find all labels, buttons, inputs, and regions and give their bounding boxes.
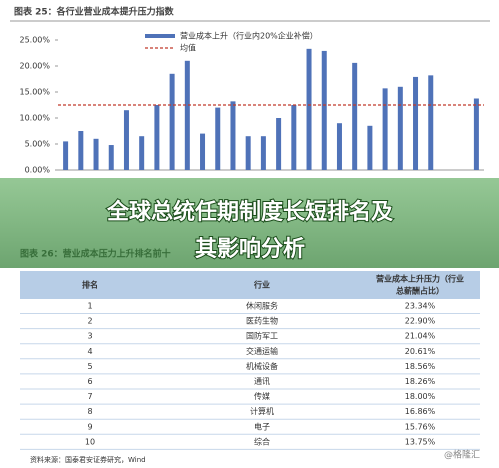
bar bbox=[291, 105, 297, 170]
bar bbox=[123, 110, 129, 170]
legend-label: 营业成本上升（行业内20%企业补偿） bbox=[180, 31, 318, 41]
table-header bbox=[20, 271, 480, 299]
table-cell: 计算机 bbox=[250, 406, 274, 416]
header-cell: 营业成本上升压力（行业 bbox=[376, 274, 464, 284]
table-cell: 5 bbox=[87, 362, 92, 371]
table-cell: 9 bbox=[87, 422, 92, 431]
banner-title: 全球总统任期制度长短排名及 bbox=[106, 199, 394, 225]
bar bbox=[260, 136, 266, 170]
bar bbox=[93, 138, 99, 170]
bar bbox=[413, 76, 419, 170]
banner-title: 其影响分析 bbox=[195, 236, 305, 262]
table-cell: 2 bbox=[87, 317, 92, 326]
table-cell: 国防军工 bbox=[246, 331, 278, 341]
table-cell: 21.04% bbox=[405, 332, 436, 341]
table-cell: 18.56% bbox=[405, 362, 436, 371]
table-cell: 通讯 bbox=[254, 376, 270, 386]
bar bbox=[306, 48, 312, 171]
table-cell: 18.00% bbox=[405, 392, 436, 401]
header-cell: 排名 bbox=[82, 280, 98, 290]
table-cell: 1 bbox=[87, 302, 92, 311]
table-cell: 18.26% bbox=[405, 377, 436, 386]
table-cell: 传媒 bbox=[254, 391, 270, 401]
chart: 0.00% 5.00% 10.00% 15.00% 20.00% 25.00% 营业成本上升… bbox=[19, 31, 484, 175]
bar bbox=[184, 60, 190, 170]
bar bbox=[352, 62, 358, 170]
bar bbox=[473, 98, 479, 170]
source: 资料来源：国泰君安证券研究，Wind bbox=[30, 455, 146, 464]
table-cell: 15.76% bbox=[405, 422, 436, 431]
header-cell: 总薪酬占比） bbox=[396, 286, 444, 296]
y-tick-label: 5.00% bbox=[25, 140, 51, 149]
y-tick-label: 10.00% bbox=[19, 114, 50, 123]
bar bbox=[78, 131, 84, 170]
table-cell: 机械设备 bbox=[246, 361, 278, 371]
table-cell: 13.75% bbox=[405, 437, 436, 446]
y-tick-label: 25.00% bbox=[19, 36, 50, 45]
bar bbox=[245, 136, 251, 170]
table-cell: 20.61% bbox=[405, 347, 436, 356]
chart-title: 图表 25：各行业营业成本提升压力指数 bbox=[14, 6, 175, 18]
bar bbox=[63, 141, 69, 170]
banner bbox=[0, 178, 499, 268]
bar bbox=[321, 50, 327, 170]
header-cell: 行业 bbox=[253, 280, 270, 290]
bar bbox=[276, 118, 282, 170]
bar bbox=[154, 105, 160, 170]
table-cell: 医药生物 bbox=[246, 316, 278, 326]
table-cell: 22.90% bbox=[405, 317, 436, 326]
bar bbox=[169, 73, 175, 170]
table-cell: 电子 bbox=[254, 421, 270, 431]
y-tick-label: 20.00% bbox=[19, 62, 50, 71]
table-cell: 10 bbox=[85, 437, 95, 446]
bar bbox=[367, 125, 373, 170]
legend-label: 均值 bbox=[180, 43, 196, 53]
legend-swatch bbox=[145, 34, 175, 38]
bar bbox=[108, 145, 114, 170]
table-cell: 7 bbox=[87, 392, 92, 401]
table-cell: 3 bbox=[87, 332, 92, 341]
bar bbox=[382, 88, 388, 170]
table-cell: 8 bbox=[87, 407, 92, 416]
watermark: @格隆汇 bbox=[444, 449, 480, 461]
y-tick-label: 15.00% bbox=[19, 88, 50, 97]
bar bbox=[139, 136, 145, 170]
table-cell: 休闲服务 bbox=[246, 301, 278, 311]
bar bbox=[397, 86, 403, 170]
bar bbox=[230, 101, 236, 170]
table-cell: 16.86% bbox=[405, 407, 436, 416]
table-cell: 23.34% bbox=[405, 302, 436, 311]
y-tick-label: 0.00% bbox=[25, 166, 51, 175]
table-cell: 4 bbox=[87, 347, 92, 356]
table-cell: 6 bbox=[87, 377, 92, 386]
bar bbox=[200, 133, 206, 170]
bar bbox=[336, 123, 342, 170]
table-cell: 交通运输 bbox=[246, 346, 278, 356]
table: 图表 26：营业成本压力上升排名前十排名行业营业成本上升压力（行业总薪酬占比）1… bbox=[20, 248, 480, 464]
bar bbox=[215, 107, 221, 170]
table-cell: 综合 bbox=[254, 436, 270, 446]
bar bbox=[428, 75, 434, 170]
